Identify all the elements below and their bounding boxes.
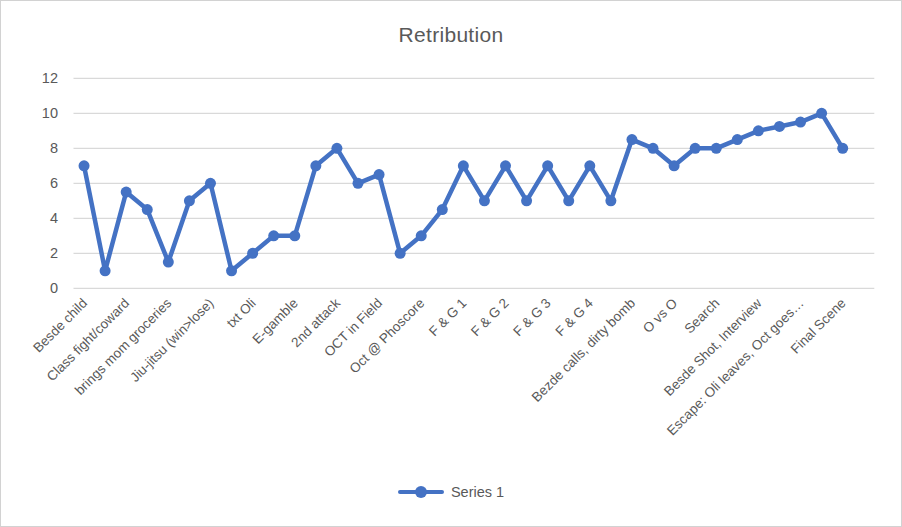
y-axis-label: 6 — [50, 175, 58, 191]
data-point-marker — [690, 143, 701, 154]
data-point-marker — [437, 204, 448, 215]
x-axis-label: Search — [682, 296, 723, 337]
data-point-marker — [563, 195, 574, 206]
x-axis-label: F & G 1 — [426, 296, 469, 339]
plot-area: 0 2 4 6 8 10 12 Besde childClass fight/cowardbr… — [1, 1, 902, 527]
data-point-marker — [184, 195, 195, 206]
data-point-marker — [479, 195, 490, 206]
data-point-marker — [816, 108, 827, 119]
data-point-marker — [205, 178, 216, 189]
data-point-marker — [289, 230, 300, 241]
x-axis-label: txt Oli — [224, 296, 259, 331]
data-point-marker — [395, 248, 406, 259]
data-point-marker — [458, 160, 469, 171]
y-axis-label: 0 — [50, 280, 58, 296]
data-point-marker — [352, 178, 363, 189]
legend: Series 1 — [1, 484, 901, 500]
data-point-marker — [542, 160, 553, 171]
data-point-marker — [310, 160, 321, 171]
chart: Retribution 024681012Besde childClass fi… — [0, 0, 902, 527]
y-axis-label: 10 — [42, 105, 58, 121]
data-point-marker — [121, 187, 132, 198]
data-point-marker — [247, 248, 258, 259]
data-point-marker — [753, 125, 764, 136]
y-axis-label: 4 — [50, 210, 58, 226]
series-line — [84, 113, 843, 270]
x-axis-label: Oct @ Phoscore — [347, 296, 428, 377]
data-point-marker — [521, 195, 532, 206]
data-point-marker — [268, 230, 279, 241]
data-point-markers — [79, 108, 849, 276]
data-point-marker — [374, 169, 385, 180]
x-axis-label: O vs O — [640, 296, 680, 336]
data-point-marker — [416, 230, 427, 241]
data-point-marker — [626, 134, 637, 145]
x-axis-labels: Besde childClass fight/cowardbrings mom … — [30, 295, 849, 438]
data-point-marker — [711, 143, 722, 154]
x-axis-label: F & G 3 — [510, 296, 553, 339]
data-point-marker — [79, 160, 90, 171]
x-axis-label: F & G 2 — [468, 296, 511, 339]
x-axis-label: Jiu-jitsu (win>lose) — [127, 296, 216, 385]
data-point-marker — [795, 117, 806, 128]
y-axis-label: 2 — [50, 245, 58, 261]
data-point-marker — [226, 265, 237, 276]
legend-series-label: Series 1 — [451, 484, 504, 500]
data-point-marker — [648, 143, 659, 154]
data-point-marker — [142, 204, 153, 215]
data-point-marker — [774, 121, 785, 132]
y-axis-labels: 0 2 4 6 8 10 12 — [42, 70, 58, 296]
data-point-marker — [605, 195, 616, 206]
data-point-marker — [732, 134, 743, 145]
data-point-marker — [669, 160, 680, 171]
series-line-marker-icon — [398, 486, 444, 498]
data-point-marker — [331, 143, 342, 154]
y-axis-label: 8 — [50, 140, 58, 156]
data-point-marker — [163, 257, 174, 268]
data-point-marker — [100, 265, 111, 276]
data-point-marker — [584, 160, 595, 171]
data-point-marker — [837, 143, 848, 154]
y-axis-label: 12 — [42, 70, 58, 86]
data-point-marker — [500, 160, 511, 171]
